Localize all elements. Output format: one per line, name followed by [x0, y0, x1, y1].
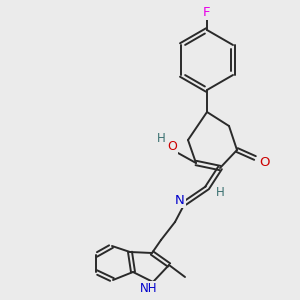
- Text: N: N: [175, 194, 185, 208]
- Text: H: H: [216, 187, 224, 200]
- Text: O: O: [259, 157, 269, 169]
- Text: F: F: [203, 7, 211, 20]
- Text: H: H: [157, 131, 165, 145]
- Text: O: O: [167, 140, 177, 154]
- Text: NH: NH: [140, 281, 158, 295]
